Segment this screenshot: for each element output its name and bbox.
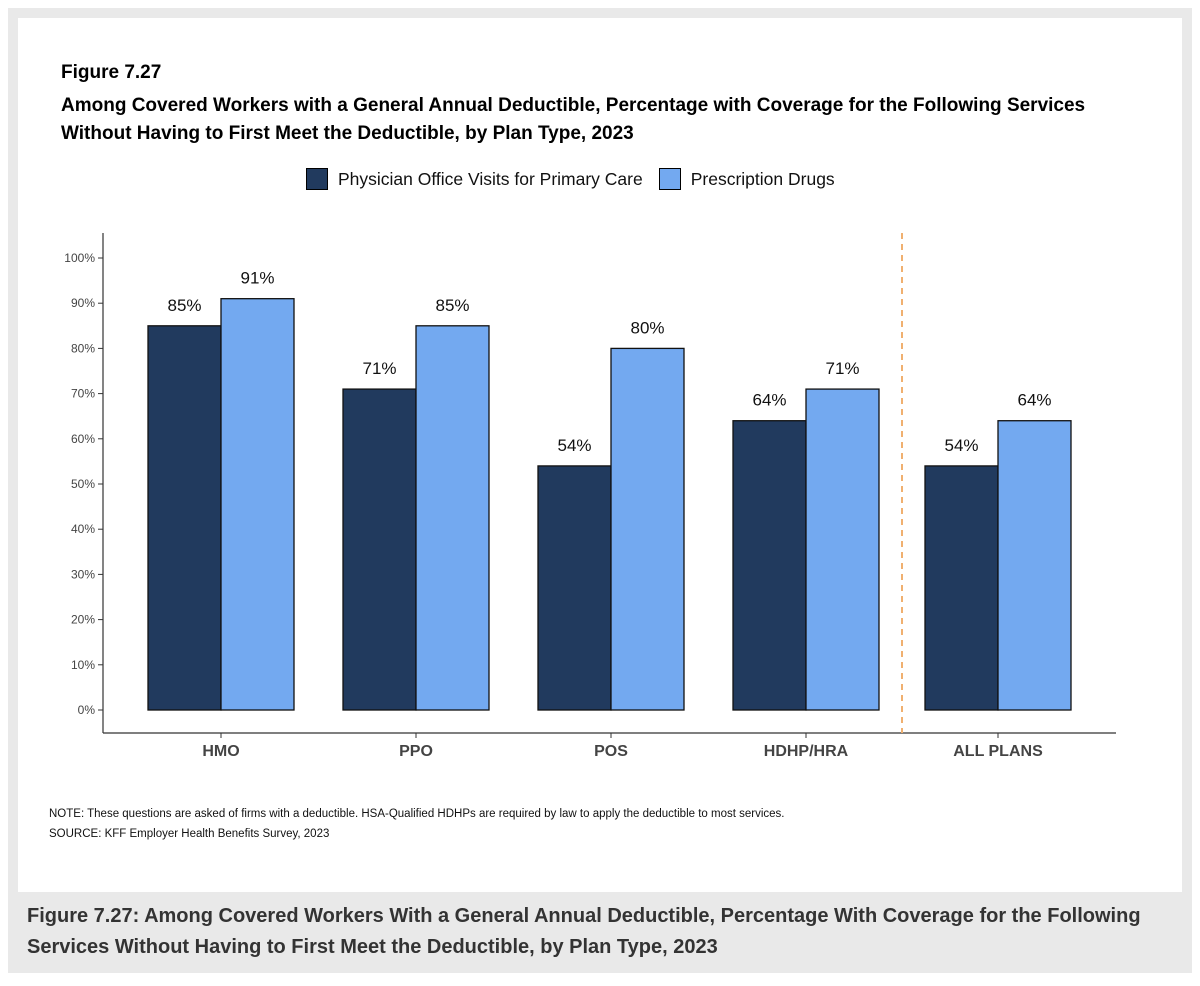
x-tick-label: POS (594, 743, 628, 760)
y-tick-label: 70% (71, 387, 95, 401)
data-label: 54% (557, 436, 591, 455)
data-label: 80% (630, 318, 664, 337)
bar (147, 325, 222, 711)
x-tick-label: PPO (399, 743, 433, 760)
legend-swatch-prescription (658, 168, 681, 190)
bar (610, 347, 685, 711)
y-tick-label: 60% (71, 432, 95, 446)
data-label: 54% (944, 436, 978, 455)
data-label: 85% (435, 296, 469, 315)
y-tick-label: 80% (71, 341, 95, 355)
bar (342, 388, 417, 711)
x-tick-label: ALL PLANS (953, 743, 1043, 760)
chart-notes: NOTE: These questions are asked of firms… (49, 804, 785, 844)
legend-item-physician: Physician Office Visits for Primary Care (306, 168, 643, 190)
legend-label-prescription: Prescription Drugs (690, 168, 835, 189)
y-tick-label: 90% (71, 296, 95, 310)
bar (924, 465, 999, 711)
y-tick-label: 10% (71, 658, 95, 672)
bar (220, 298, 295, 711)
y-tick-label: 30% (71, 567, 95, 581)
data-label: 71% (825, 359, 859, 378)
figure-number: Figure 7.27 (61, 62, 162, 83)
figure-caption: Figure 7.27: Among Covered Workers With … (27, 905, 1141, 958)
data-label: 71% (362, 359, 396, 378)
bar (537, 465, 612, 711)
legend-swatch-physician (306, 168, 328, 190)
source-text: SOURCE: KFF Employer Health Benefits Sur… (49, 828, 330, 840)
chart-legend: Physician Office Visits for Primary Care… (306, 165, 851, 193)
data-label: 64% (1017, 391, 1051, 410)
bar-chart: 0% 10% 20% 30% 40% 50% 60% 70% 80% 90% 100% 85% 91% H… (64, 233, 1116, 760)
figure-card: Figure 7.27 Among Covered Workers with a… (18, 18, 1182, 892)
data-label: 85% (167, 296, 201, 315)
bar (732, 420, 807, 711)
y-tick-label: 40% (71, 522, 95, 536)
bar (997, 420, 1072, 711)
legend-item-prescription: Prescription Drugs (658, 168, 835, 190)
bar (415, 325, 490, 711)
legend-label-physician: Physician Office Visits for Primary Care (338, 168, 643, 189)
bar (805, 388, 880, 711)
data-label: 64% (752, 391, 786, 410)
chart-title: Among Covered Workers with a General Ann… (61, 95, 1086, 144)
y-tick-label: 20% (71, 613, 95, 627)
y-tick-label: 50% (71, 477, 95, 491)
y-tick-label: 100% (64, 251, 95, 265)
note-text: NOTE: These questions are asked of firms… (49, 808, 785, 820)
y-tick-label: 0% (78, 703, 96, 717)
data-label: 91% (240, 269, 274, 288)
x-tick-label: HDHP/HRA (764, 743, 849, 760)
x-tick-label: HMO (202, 743, 239, 760)
